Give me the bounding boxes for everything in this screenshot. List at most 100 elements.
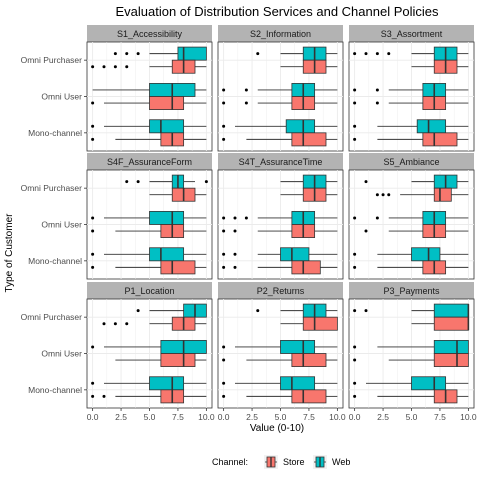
facet-panel-s1-accessibility: S1_Accessibility Omni Purchaser Omni User M… — [21, 25, 213, 152]
x-tick-label: 5.0 — [406, 412, 418, 422]
box-iqr — [411, 247, 441, 262]
box-iqr — [285, 119, 316, 134]
outlier-point — [102, 65, 106, 69]
outlier-point — [387, 52, 391, 56]
outlier-point — [353, 381, 357, 385]
box-iqr — [291, 132, 327, 147]
box-iqr — [416, 119, 447, 134]
facet-panel-p2-returns: P2_Returns 0.0 2.5 5.0 7.5 10.0 — [217, 282, 346, 422]
outlier-point — [244, 101, 248, 105]
box-store — [353, 96, 469, 110]
x-tick-label: 0.0 — [218, 412, 230, 422]
facet-strip — [218, 25, 343, 42]
outlier-point — [353, 88, 357, 92]
facet-strip-label: S2_Information — [250, 29, 311, 39]
outlier-point — [91, 101, 95, 105]
outlier-point — [353, 252, 357, 256]
outlier-point — [91, 229, 95, 233]
outlier-point — [91, 381, 95, 385]
box-store — [222, 389, 338, 404]
outlier-point — [353, 309, 357, 313]
box-store — [115, 353, 207, 367]
facet-panels: S1_Accessibility Omni Purchaser Omni User M… — [21, 25, 477, 422]
x-tick-label: 0.0 — [87, 412, 99, 422]
box-store — [91, 260, 207, 275]
outlier-point — [353, 52, 357, 56]
x-tick-label: 5.0 — [144, 412, 156, 422]
box-store — [222, 96, 338, 110]
box-web — [91, 247, 207, 262]
outlier-point — [136, 180, 140, 184]
outlier-point — [364, 309, 368, 313]
legend-label: Store — [283, 457, 305, 467]
facet-strip-label: P2_Returns — [257, 286, 305, 296]
outlier-point — [125, 52, 129, 56]
x-tick-label: 10.0 — [460, 412, 477, 422]
box-iqr — [433, 340, 469, 354]
outlier-point — [113, 322, 117, 326]
outlier-point — [222, 137, 226, 141]
outlier-point — [387, 193, 391, 197]
outlier-point — [222, 358, 226, 362]
outlier-point — [256, 309, 260, 313]
outlier-point — [91, 265, 95, 269]
box-store — [411, 59, 469, 74]
outlier-point — [136, 309, 140, 313]
facet-panel-s3-assortment: S3_Assortment — [348, 25, 475, 152]
box-iqr — [149, 376, 185, 391]
box-store — [91, 389, 207, 404]
legend-title: Channel: — [212, 457, 248, 467]
y-tick-label: Omni User — [41, 220, 82, 230]
box-web — [256, 303, 338, 318]
x-tick-label: 7.5 — [172, 412, 184, 422]
outlier-point — [233, 252, 237, 256]
outlier-point — [222, 265, 226, 269]
facet-strip-label: S4F_AssuranceForm — [107, 157, 192, 167]
legend: Channel: Store Web — [212, 455, 350, 469]
box-iqr — [280, 376, 316, 391]
outlier-point — [91, 345, 95, 349]
facet-strip — [87, 153, 212, 170]
box-web — [91, 211, 207, 225]
box-store — [222, 224, 338, 238]
x-tick-label: 7.5 — [303, 412, 315, 422]
outlier-point — [113, 52, 117, 56]
y-tick-label: Omni User — [41, 349, 82, 359]
x-tick-label: 7.5 — [434, 412, 446, 422]
outlier-point — [222, 381, 226, 385]
box-web — [353, 376, 469, 391]
facet-strip-label: S1_Accessibility — [117, 29, 183, 39]
outlier-point — [125, 180, 129, 184]
box-iqr — [302, 316, 338, 331]
box-iqr — [149, 119, 185, 134]
outlier-point — [222, 124, 226, 128]
outlier-point — [256, 52, 260, 56]
y-tick-label: Omni Purchaser — [21, 55, 83, 65]
box-web — [353, 119, 469, 134]
box-web — [91, 119, 207, 134]
outlier-point — [222, 101, 226, 105]
box-web — [222, 211, 338, 225]
outlier-point — [91, 252, 95, 256]
box-store — [364, 224, 469, 238]
x-tick-label: 10.0 — [198, 412, 215, 422]
y-tick-label: Omni Purchaser — [21, 183, 83, 193]
facet-panel-s4f-assuranceform: S4F_AssuranceForm Omni Purchaser Omni User… — [21, 153, 213, 280]
x-tick-label: 10.0 — [329, 412, 346, 422]
x-tick-label: 2.5 — [246, 412, 258, 422]
outlier-point — [222, 252, 226, 256]
facet-strip-label: S3_Assortment — [381, 29, 443, 39]
outlier-point — [244, 216, 248, 220]
box-web — [353, 247, 469, 262]
x-tick-label: 2.5 — [377, 412, 389, 422]
box-iqr — [160, 260, 196, 275]
box-store — [411, 316, 470, 331]
outlier-point — [375, 216, 379, 220]
facet-strip — [349, 25, 474, 42]
outlier-point — [244, 88, 248, 92]
box-iqr — [291, 260, 321, 275]
box-iqr — [433, 316, 469, 331]
box-iqr — [149, 247, 185, 262]
outlier-point — [113, 65, 117, 69]
box-web — [353, 46, 469, 61]
